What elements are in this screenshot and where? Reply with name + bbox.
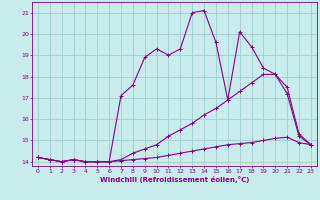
X-axis label: Windchill (Refroidissement éolien,°C): Windchill (Refroidissement éolien,°C) [100, 176, 249, 183]
